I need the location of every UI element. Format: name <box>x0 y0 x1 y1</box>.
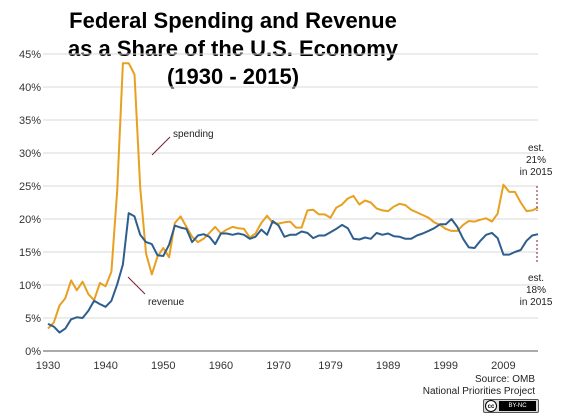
y-tick-label: 40% <box>19 82 41 94</box>
x-tick-label: 1970 <box>266 360 290 372</box>
y-tick-label: 30% <box>19 148 41 160</box>
x-tick-label: 1930 <box>36 360 60 372</box>
x-axis-tick-labels: 1930 1940 1950 1960 1970 1979 1989 1999 2009 <box>36 360 516 372</box>
estimate-spending-line-1: est. <box>528 143 544 154</box>
y-tick-label: 35% <box>19 115 41 127</box>
estimate-revenue-line-3: in 2015 <box>520 297 553 308</box>
y-tick-label: 45% <box>19 49 41 61</box>
spending-series-label: spending <box>173 129 214 140</box>
y-tick-label: 15% <box>19 247 41 259</box>
revenue-label-pointer <box>127 276 146 295</box>
estimate-spending-line-3: in 2015 <box>520 167 553 178</box>
x-tick-label: 1979 <box>318 360 342 372</box>
creative-commons-icon: cc <box>485 400 497 412</box>
chart-title-line-3: (1930 - 2015) <box>167 64 299 89</box>
spending-series-line <box>47 62 539 330</box>
y-tick-label: 10% <box>19 280 41 292</box>
source-line-1: Source: OMB <box>475 374 535 385</box>
x-tick-label: 2009 <box>491 360 515 372</box>
series-lines <box>47 62 539 334</box>
chart-title-line-1: Federal Spending and Revenue <box>69 8 397 33</box>
license-text: BY-NC <box>499 401 536 411</box>
estimate-revenue-line-2: 18% <box>526 285 546 296</box>
y-gridlines <box>43 53 538 319</box>
x-tick-label: 1989 <box>376 360 400 372</box>
estimate-revenue-line-1: est. <box>528 273 544 284</box>
estimate-revenue-2015: est. 18% in 2015 <box>520 240 553 308</box>
source-line-2: National Priorities Project <box>423 386 535 397</box>
x-tick-label: 1950 <box>151 360 175 372</box>
y-axis-tick-labels: 0% 5% 10% 15% 20% 25% 30% 35% 40% 45% <box>19 49 41 358</box>
revenue-series-line <box>47 212 539 334</box>
x-tick-label: 1960 <box>209 360 233 372</box>
y-tick-label: 0% <box>25 346 41 358</box>
estimate-spending-2015: est. 21% in 2015 <box>520 143 553 211</box>
y-tick-label: 5% <box>25 313 41 325</box>
cc-license-badge: cc BY-NC <box>483 399 539 413</box>
estimate-spending-line-2: 21% <box>526 155 546 166</box>
y-tick-label: 20% <box>19 214 41 226</box>
spending-label-pointer <box>151 136 171 156</box>
y-tick-label: 25% <box>19 181 41 193</box>
chart-title-line-2: as a Share of the U.S. Economy <box>68 36 399 61</box>
chart-title: Federal Spending and Revenue as a Share … <box>68 8 399 89</box>
x-tick-label: 1940 <box>93 360 117 372</box>
x-tick-label: 1999 <box>434 360 458 372</box>
revenue-series-label: revenue <box>148 297 185 308</box>
